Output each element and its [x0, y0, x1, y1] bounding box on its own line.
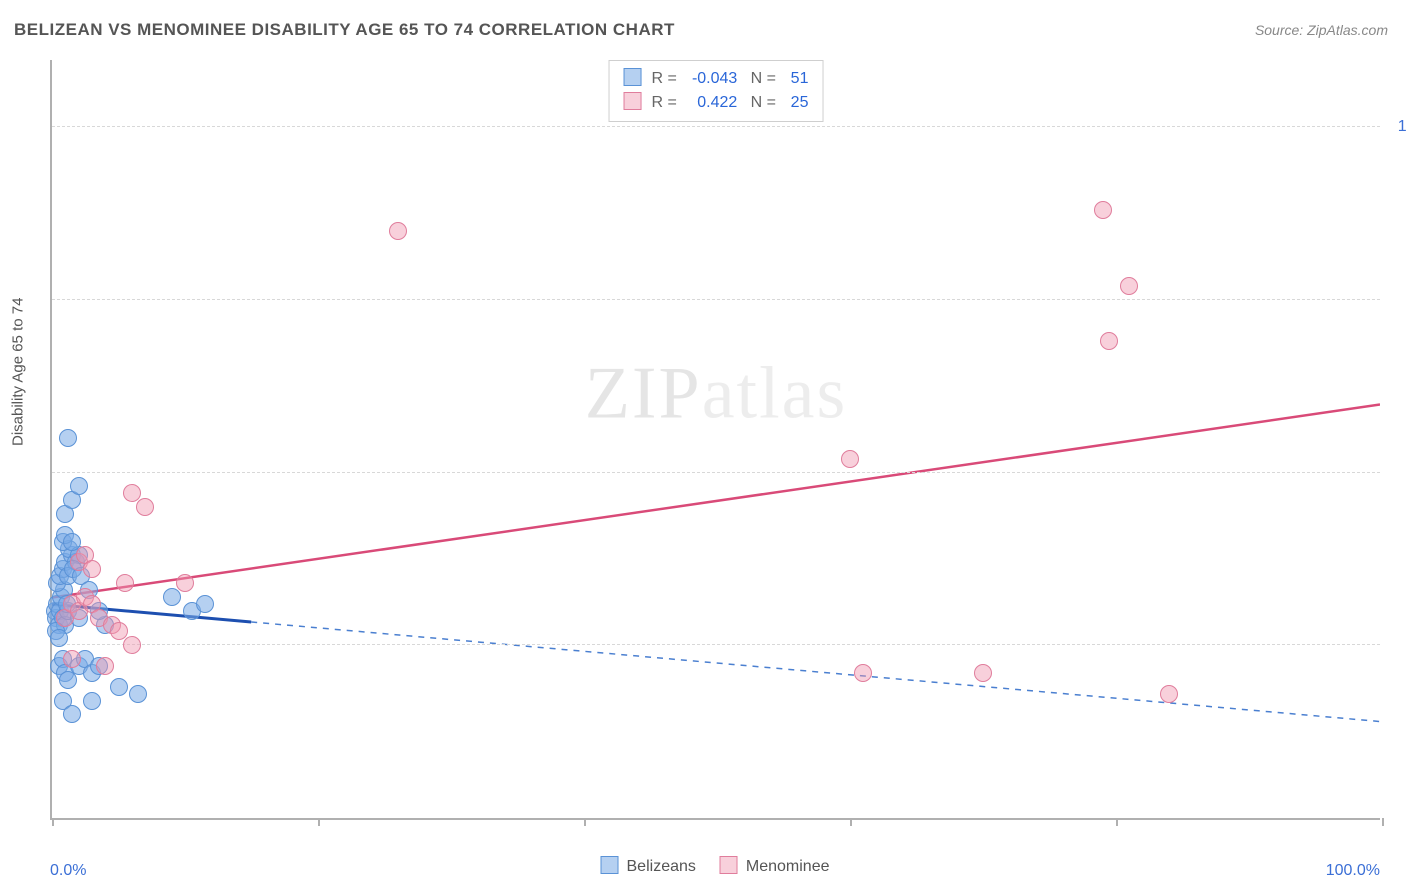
- watermark: ZIPatlas: [585, 351, 848, 436]
- y-tick-label: 25.0%: [1388, 636, 1406, 654]
- source-label: Source: ZipAtlas.com: [1255, 22, 1388, 38]
- legend-swatch: [624, 68, 642, 86]
- x-tick-mark: [1382, 818, 1384, 826]
- data-point: [83, 560, 101, 578]
- plot-area: ZIPatlas R = -0.043 N = 51R = 0.422 N = …: [50, 60, 1380, 820]
- gridline-h: [52, 644, 1380, 645]
- stats-r-value: -0.043: [681, 67, 737, 91]
- data-point: [389, 222, 407, 240]
- x-tick-mark: [850, 818, 852, 826]
- legend-label: Belizeans: [627, 858, 696, 875]
- data-point: [1094, 201, 1112, 219]
- y-tick-label: 75.0%: [1388, 291, 1406, 309]
- x-tick-mark: [1116, 818, 1118, 826]
- data-point: [163, 588, 181, 606]
- data-point: [59, 429, 77, 447]
- watermark-zip: ZIP: [585, 352, 702, 434]
- x-tick-0: 0.0%: [50, 862, 86, 880]
- gridline-h: [52, 472, 1380, 473]
- stats-r-label: R =: [652, 94, 682, 111]
- data-point: [123, 636, 141, 654]
- data-point: [70, 477, 88, 495]
- stats-n-label: N =: [751, 94, 781, 111]
- stats-legend-box: R = -0.043 N = 51R = 0.422 N = 25: [609, 60, 824, 122]
- legend-swatch: [720, 856, 738, 874]
- data-point: [176, 574, 194, 592]
- data-point: [50, 629, 68, 647]
- data-point: [110, 678, 128, 696]
- x-tick-mark: [584, 818, 586, 826]
- stats-row: R = -0.043 N = 51: [624, 67, 809, 91]
- x-tick-mark: [52, 818, 54, 826]
- stats-n-value: 51: [780, 67, 808, 91]
- chart-title: BELIZEAN VS MENOMINEE DISABILITY AGE 65 …: [14, 20, 675, 40]
- data-point: [974, 664, 992, 682]
- regression-lines: [52, 60, 1380, 818]
- data-point: [841, 450, 859, 468]
- y-tick-label: 100.0%: [1388, 118, 1406, 136]
- legend-label: Menominee: [746, 858, 830, 875]
- data-point: [1100, 332, 1118, 350]
- stats-n-label: N =: [751, 70, 781, 87]
- data-point: [63, 705, 81, 723]
- stats-row: R = 0.422 N = 25: [624, 91, 809, 115]
- gridline-h: [52, 299, 1380, 300]
- stats-n-value: 25: [780, 91, 808, 115]
- data-point: [854, 664, 872, 682]
- gridline-h: [52, 126, 1380, 127]
- data-point: [196, 595, 214, 613]
- data-point: [1160, 685, 1178, 703]
- y-axis-label: Disability Age 65 to 74: [10, 298, 27, 446]
- data-point: [63, 650, 81, 668]
- data-point: [116, 574, 134, 592]
- legend-swatch: [601, 856, 619, 874]
- chart-container: BELIZEAN VS MENOMINEE DISABILITY AGE 65 …: [0, 0, 1406, 892]
- data-point: [83, 692, 101, 710]
- bottom-legend: Belizeans Menominee: [577, 856, 830, 876]
- legend-swatch: [624, 92, 642, 110]
- stats-r-label: R =: [652, 70, 682, 87]
- data-point: [1120, 277, 1138, 295]
- x-tick-mark: [318, 818, 320, 826]
- data-point: [96, 657, 114, 675]
- data-point: [129, 685, 147, 703]
- watermark-atlas: atlas: [702, 352, 848, 434]
- x-tick-100: 100.0%: [1326, 862, 1380, 880]
- data-point: [136, 498, 154, 516]
- stats-r-value: 0.422: [681, 91, 737, 115]
- y-tick-label: 50.0%: [1388, 464, 1406, 482]
